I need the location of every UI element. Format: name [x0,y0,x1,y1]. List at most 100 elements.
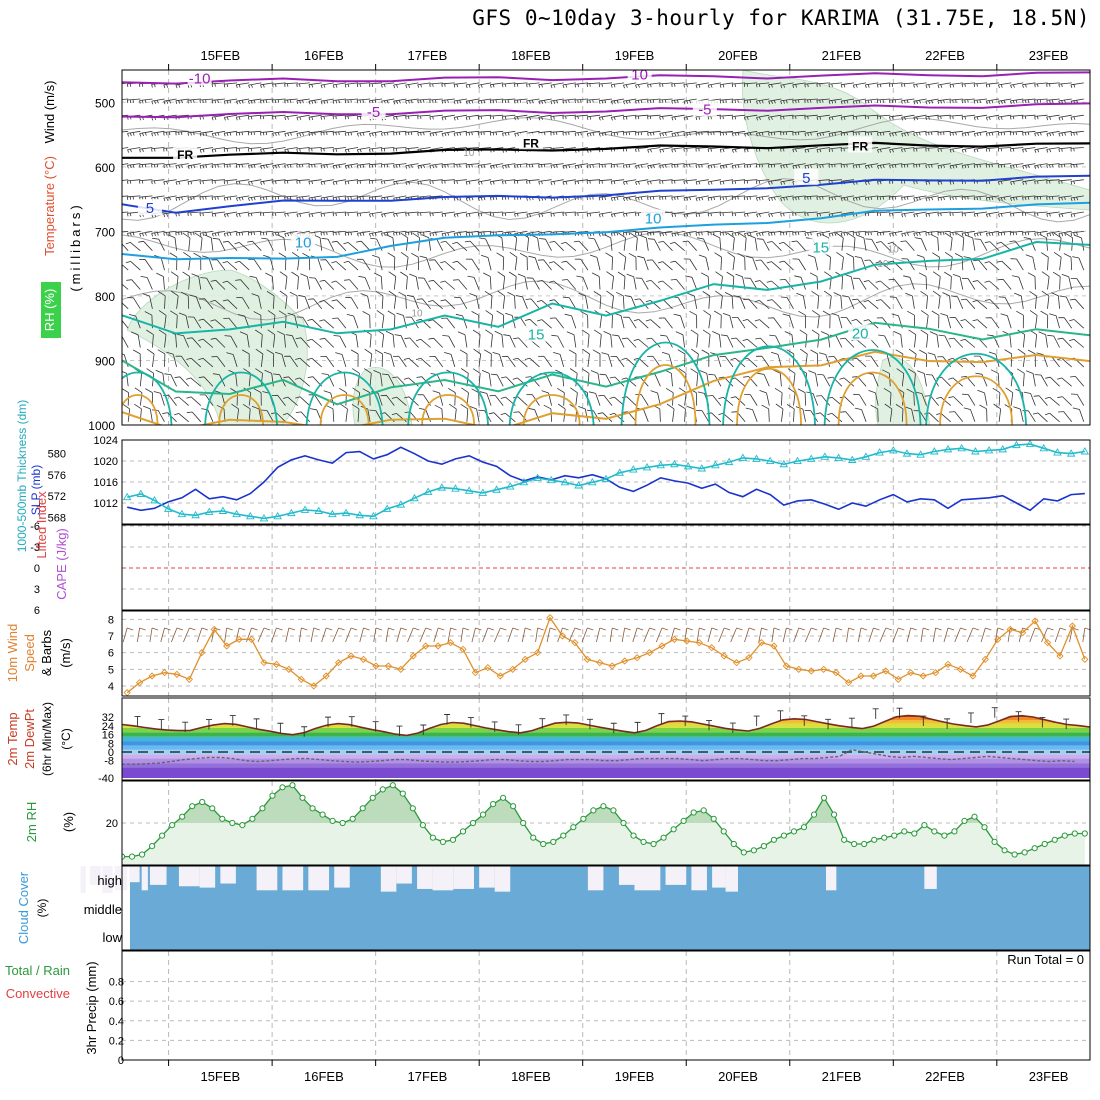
wind-speed-point [832,669,840,677]
wind-barb [404,396,419,406]
wind-barb [260,147,274,153]
wind-barb [673,313,685,329]
wind-barb [429,211,443,217]
wind-barb [1022,114,1036,120]
rh-point [600,803,607,810]
wind-barb [235,130,250,136]
thickness-point [943,444,953,453]
thickness-point [122,492,132,501]
wind-barb [794,275,806,290]
cloud-gap [618,866,635,885]
wind-barb [707,211,721,217]
wind-barb [332,317,347,329]
wind-barb [1022,82,1036,88]
wind-barb [925,82,939,89]
wind-barb [1023,237,1036,251]
wind-barb [356,98,371,104]
wind-barb [158,329,167,348]
wind-speed-point [185,675,193,683]
temp-minmax-bar [610,722,617,734]
wind-barb [374,272,383,290]
warm-contour [736,368,802,425]
wind-barb [514,114,528,121]
wind-barb [1058,195,1072,201]
wind-barb [1046,98,1060,104]
wind-barb [134,387,143,406]
wind-barb [645,300,661,310]
wind-barb [743,82,758,87]
wind-barb [308,147,322,152]
pressure-tick-label: 600 [95,161,115,175]
wind-barb [122,370,129,387]
wind-barb [1070,393,1085,406]
wind-barb [189,294,202,309]
wind-barb [580,310,589,329]
bottom-date-label: 19FEB [615,1069,655,1084]
wind-barb [707,82,721,89]
wind-barb [284,163,298,169]
temp-minmax-bar [586,718,593,730]
thickness-point [724,457,734,466]
wind-barb [380,394,395,406]
rh-point [349,815,356,822]
dewpoint-ylabel: 2m DewPt [22,709,37,769]
cloud-gap [479,866,495,888]
wind-barb [985,147,1000,152]
wind-barb [132,349,141,367]
thickness-point [998,444,1008,453]
wind-barb [176,334,190,348]
surface-wind-barb [846,627,855,643]
temp-minmax-bar [682,715,689,727]
wind-barb [538,163,552,168]
wind-barb [514,179,528,184]
wind-barb [223,211,238,218]
wind-barb [151,98,165,105]
thickness-point [971,447,980,455]
wind-barb [961,195,975,200]
temp-minmax-bar [182,721,189,733]
wind-barb [851,357,867,368]
rh-point [138,851,146,858]
wind-barb [792,114,806,120]
rh-point [339,819,346,827]
wind-speed-point [1056,652,1064,660]
wind-barb [574,130,588,137]
cloud-gap [826,866,837,891]
wind-barb [797,388,806,406]
wind-speed-point [496,672,504,680]
temperature-label: Temperature (°C) [42,156,57,256]
wind-barb [766,261,782,271]
wind-barb [836,251,844,271]
wind-speed-point [521,655,529,663]
wind-barb [630,232,638,251]
thickness-point [847,455,857,463]
contour-label: 5 [146,200,154,217]
rh-point [981,824,988,831]
wind-barb [122,388,129,406]
wind-barb [973,231,988,237]
wind-barb [670,279,685,290]
wind-barb [695,163,709,169]
wind-barb [295,396,310,406]
thickness-point [1053,448,1062,456]
wind-barb [381,98,395,105]
wind-speed-point [670,635,679,643]
wind-barb [1027,349,1036,367]
surface-wind-barb [373,627,383,643]
wind-barb [720,334,734,348]
rh-point [901,828,908,835]
wind-barb [500,412,516,423]
wind-barb [210,299,226,310]
wind-barb [394,334,407,348]
wind-barb [1070,130,1084,136]
wind-barb [682,240,697,251]
wind-barb [658,317,673,329]
wind-barb [1022,130,1036,136]
wind-barb [937,98,951,104]
temp-band [122,767,1090,778]
cloud-gap [114,866,128,891]
wind-barb [247,240,262,251]
contour-label: -5 [698,101,711,118]
rh-point [409,805,416,812]
wind-barb [515,295,528,309]
